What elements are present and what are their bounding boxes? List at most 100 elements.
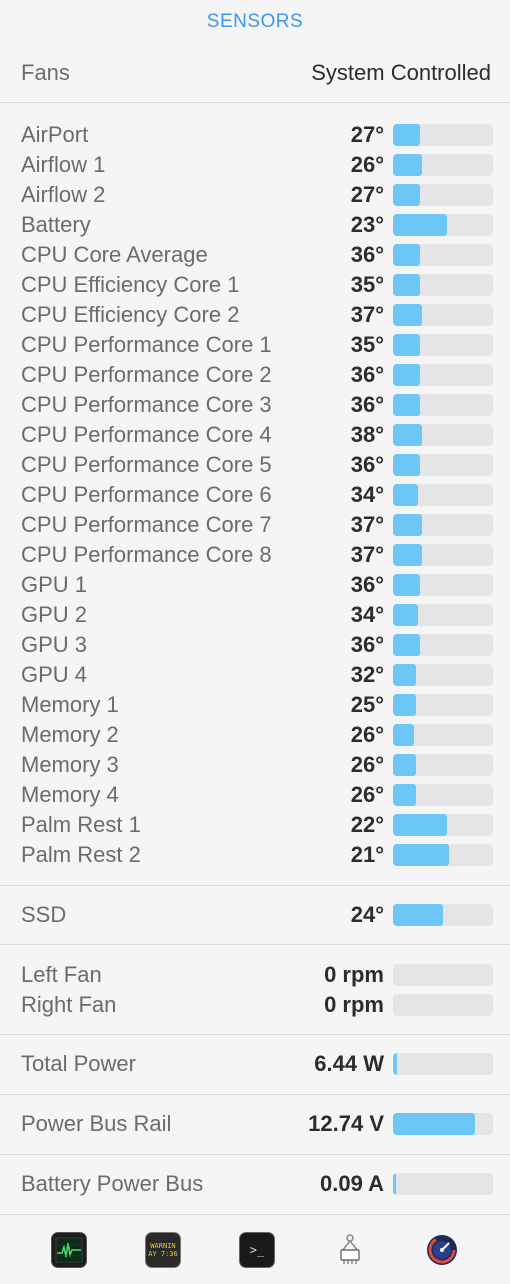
sensor-name: GPU 1	[21, 572, 88, 597]
chip-probe-graphic	[340, 1234, 360, 1264]
fans-label: Fans	[21, 60, 70, 85]
sensor-row: Airflow 1 26°	[0, 150, 510, 180]
voltage-section: Power Bus Rail 12.74 V	[0, 1095, 510, 1154]
sensor-level-bar	[393, 814, 493, 836]
sensor-row: Power Bus Rail 12.74 V	[0, 1109, 510, 1139]
sensor-level-bar	[393, 154, 493, 176]
sensor-name: Memory 2	[21, 722, 119, 747]
sensor-value: 0 rpm	[324, 992, 384, 1017]
sensor-level-bar	[393, 724, 493, 746]
sensor-level-fill	[393, 844, 449, 866]
sensor-name: CPU Performance Core 8	[21, 542, 272, 567]
console-icon[interactable]: WARNIN AY 7:36	[145, 1232, 181, 1268]
sensor-level-bar	[393, 274, 493, 296]
sensor-level-bar	[393, 574, 493, 596]
sensor-name: CPU Performance Core 7	[21, 512, 272, 537]
sensor-value: 12.74 V	[308, 1111, 384, 1136]
sensor-level-fill	[393, 664, 416, 686]
sensor-level-bar	[393, 424, 493, 446]
current-section: Battery Power Bus 0.09 A	[0, 1155, 510, 1214]
sensor-name: CPU Efficiency Core 2	[21, 302, 240, 327]
sensor-name: Battery Power Bus	[21, 1171, 204, 1196]
sensor-value: 26°	[350, 152, 384, 177]
sensor-row: CPU Performance Core 8 37°	[0, 540, 510, 570]
sensor-row: Right Fan 0 rpm	[0, 990, 510, 1020]
sensor-value: 26°	[350, 752, 384, 777]
sensor-name: Total Power	[21, 1051, 136, 1076]
sensor-name: CPU Performance Core 4	[21, 422, 272, 447]
sensor-value: 21°	[350, 842, 384, 867]
sensor-level-fill	[393, 754, 416, 776]
sensor-level-fill	[393, 364, 420, 386]
sensor-row: Battery 23°	[0, 210, 510, 240]
sensor-level-bar	[393, 484, 493, 506]
activity-monitor-icon[interactable]	[51, 1232, 87, 1268]
sensor-value: 36°	[350, 392, 384, 417]
sensor-value: 0.09 A	[319, 1171, 384, 1196]
system-information-icon[interactable]	[333, 1233, 367, 1267]
sensor-level-fill	[393, 484, 418, 506]
sensor-level-fill	[393, 634, 420, 656]
sensor-level-bar	[393, 1113, 493, 1135]
sensor-value: 36°	[350, 452, 384, 477]
sensor-level-fill	[393, 394, 420, 416]
sensor-level-bar	[393, 1053, 493, 1075]
sensor-row: Palm Rest 2 21°	[0, 840, 510, 870]
sensor-row: CPU Efficiency Core 2 37°	[0, 300, 510, 330]
sensor-row: Memory 2 26°	[0, 720, 510, 750]
sensor-level-bar	[393, 304, 493, 326]
sensor-value: 38°	[350, 422, 384, 447]
sensor-name: SSD	[21, 902, 67, 927]
sensor-value: 26°	[350, 722, 384, 747]
divider	[0, 1094, 510, 1095]
sensor-level-fill	[393, 304, 422, 326]
sensor-name: Palm Rest 1	[21, 812, 141, 837]
sensor-value: 36°	[350, 632, 384, 657]
sensor-level-bar	[393, 1173, 493, 1195]
sensor-level-fill	[393, 154, 422, 176]
istat-menus-icon[interactable]	[425, 1233, 459, 1267]
sensor-value: 34°	[350, 482, 384, 507]
sensor-row: CPU Performance Core 4 38°	[0, 420, 510, 450]
divider	[0, 102, 510, 103]
sensor-name: CPU Performance Core 6	[21, 482, 272, 507]
sensor-value: 25°	[350, 692, 384, 717]
terminal-prompt: >_	[249, 1243, 265, 1257]
divider	[0, 944, 510, 945]
sensor-name: Palm Rest 2	[21, 842, 141, 867]
fans-mode-row[interactable]: Fans System Controlled	[0, 44, 510, 102]
sensor-name: CPU Core Average	[21, 242, 208, 267]
sensor-row: Left Fan 0 rpm	[0, 960, 510, 990]
gauge-graphic	[427, 1235, 457, 1265]
sensor-row: CPU Performance Core 7 37°	[0, 510, 510, 540]
sensor-row: Memory 1 25°	[0, 690, 510, 720]
console-icon-line1: WARNIN	[150, 1242, 176, 1250]
sensor-row: CPU Performance Core 6 34°	[0, 480, 510, 510]
sensor-level-fill	[393, 574, 420, 596]
terminal-icon[interactable]: >_	[239, 1232, 275, 1268]
sensor-level-fill	[393, 214, 447, 236]
sensor-level-bar	[393, 664, 493, 686]
sensor-level-bar	[393, 694, 493, 716]
sensor-row: CPU Performance Core 1 35°	[0, 330, 510, 360]
sensor-level-fill	[393, 274, 420, 296]
sensor-value: 35°	[350, 272, 384, 297]
sensor-name: Battery	[21, 212, 91, 237]
sensor-name: CPU Performance Core 2	[21, 362, 272, 387]
sensor-level-fill	[393, 904, 443, 926]
sensor-name: GPU 4	[21, 662, 88, 687]
sensor-name: CPU Performance Core 3	[21, 392, 272, 417]
power-section: Total Power 6.44 W	[0, 1035, 510, 1094]
sensor-level-bar	[393, 904, 493, 926]
sensor-row: SSD 24°	[0, 900, 510, 930]
ssd-section: SSD 24°	[0, 886, 510, 944]
sensor-level-fill	[393, 1053, 397, 1075]
sensor-level-fill	[393, 334, 420, 356]
sensors-header: SENSORS	[0, 0, 510, 44]
sensor-row: CPU Performance Core 3 36°	[0, 390, 510, 420]
sensor-level-fill	[393, 784, 416, 806]
sensor-level-fill	[393, 694, 416, 716]
sensor-level-bar	[393, 364, 493, 386]
sensor-row: GPU 4 32°	[0, 660, 510, 690]
fans-mode-value[interactable]: System Controlled	[311, 60, 491, 85]
